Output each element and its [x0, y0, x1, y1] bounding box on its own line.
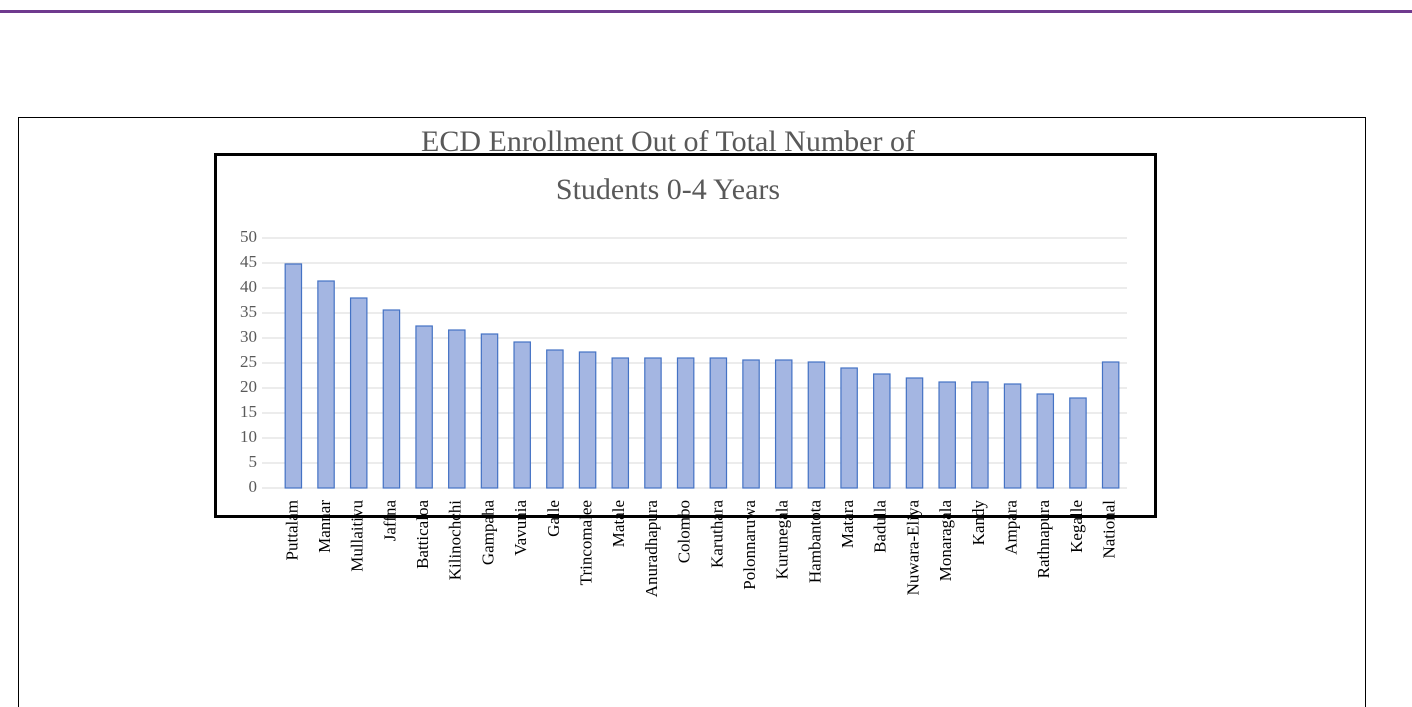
bar [840, 367, 858, 489]
bar [1036, 393, 1055, 489]
bar [905, 377, 924, 489]
x-tick-label: Karuthara [707, 500, 726, 568]
bar [578, 351, 597, 489]
x-tick-label: Jaffna [380, 500, 399, 542]
x-tick-label: Nuwara-Eliya [903, 500, 922, 596]
outer-frame [18, 117, 1366, 707]
bar [938, 381, 956, 489]
bar [317, 280, 335, 489]
y-tick-label: 10 [240, 427, 257, 446]
x-tick-label: Mannar [315, 500, 334, 553]
chart-frame [214, 153, 1157, 518]
bar [284, 263, 303, 489]
x-tick-label: Monaragala [936, 500, 955, 582]
bar [971, 381, 989, 489]
y-tick-label: 15 [240, 402, 257, 421]
y-tick-label: 0 [249, 477, 258, 496]
bar [1003, 383, 1022, 489]
y-tick-label: 5 [249, 452, 258, 471]
x-tick-label: National [1100, 500, 1119, 559]
x-tick-label: Colombo [675, 500, 694, 563]
x-tick-label: Trincomalee [576, 500, 595, 585]
bar [513, 341, 531, 489]
x-tick-label: Kurunegala [773, 500, 792, 580]
bar [382, 309, 401, 489]
y-tick-label: 45 [240, 252, 257, 271]
x-tick-label: Matale [609, 500, 628, 547]
bar [676, 357, 695, 489]
bar [774, 359, 793, 489]
x-tick-label: Kandy [969, 500, 988, 546]
x-tick-label: Badulla [871, 500, 890, 553]
chart-title: Students 0-4 Years [556, 173, 780, 206]
bar [448, 329, 466, 489]
bar [611, 357, 630, 489]
bar [709, 357, 728, 489]
x-tick-label: Kilinochchi [446, 500, 465, 581]
x-tick-label: Rathnapura [1034, 500, 1053, 579]
header-rule [0, 10, 1412, 13]
y-tick-label: 40 [240, 277, 257, 296]
x-tick-label: Kegalle [1067, 500, 1086, 553]
x-tick-label: Vavunia [511, 500, 530, 556]
x-tick-label: Ampara [1001, 500, 1020, 555]
bar [480, 333, 499, 489]
y-tick-label: 20 [240, 377, 257, 396]
y-tick-label: 35 [240, 302, 257, 321]
bar [349, 297, 368, 489]
x-tick-label: Anuradhapura [642, 500, 661, 598]
y-tick-label: 25 [240, 352, 257, 371]
x-tick-label: Polonnaruwa [740, 500, 759, 590]
x-tick-label: Hambantota [805, 500, 824, 584]
x-tick-label: Gampaha [478, 500, 497, 566]
bar [644, 357, 662, 489]
bar [742, 359, 760, 489]
y-tick-label: 50 [240, 227, 257, 246]
bar [807, 361, 826, 489]
x-tick-label: Matara [838, 500, 857, 549]
chart-title: ECD Enrollment Out of Total Number of [421, 125, 915, 158]
x-tick-label: Puttalam [282, 500, 301, 560]
bar [1101, 361, 1120, 489]
bar [415, 325, 433, 489]
bar [546, 349, 564, 489]
bar [1069, 397, 1087, 489]
x-tick-label: Mullaitivu [348, 500, 367, 572]
y-tick-label: 30 [240, 327, 257, 346]
x-tick-label: Galle [544, 500, 563, 537]
bar [873, 373, 891, 489]
x-tick-label: Batticaloa [413, 500, 432, 569]
